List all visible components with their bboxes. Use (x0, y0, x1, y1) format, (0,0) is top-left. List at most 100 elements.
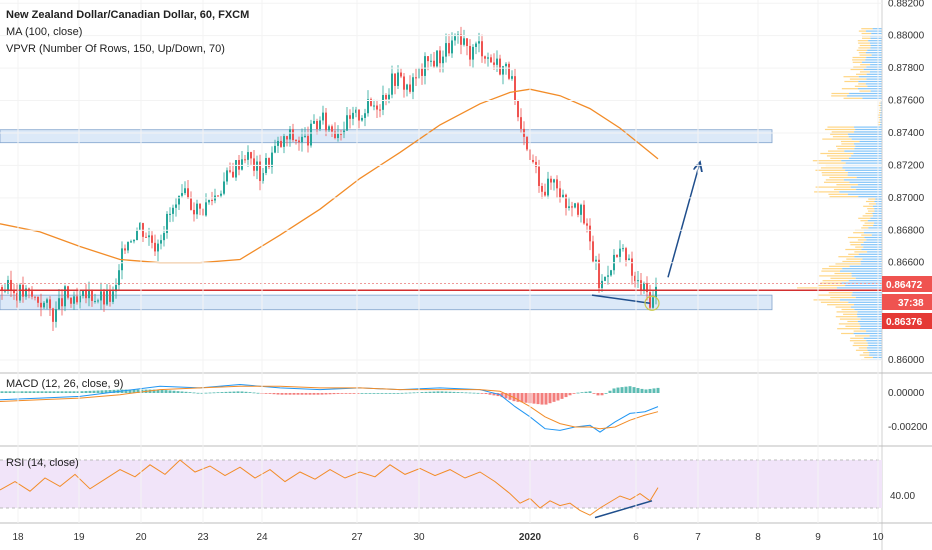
volume-bar-up (845, 169, 882, 171)
macd-histogram-bar (292, 393, 296, 395)
macd-histogram-bar (4, 391, 8, 393)
volume-bar-up (867, 342, 882, 344)
volume-bar-up (850, 306, 882, 308)
candle-body (292, 129, 294, 141)
volume-bar-down (828, 193, 849, 195)
time-tick-label: 20 (135, 532, 147, 543)
macd-histogram-bar (128, 389, 132, 393)
macd-histogram-bar (572, 393, 576, 394)
volume-bar-up (848, 193, 882, 195)
candle-body (544, 191, 546, 196)
candle-body (568, 206, 570, 208)
volume-bar-down (853, 66, 867, 68)
macd-histogram-bar (592, 393, 596, 394)
candle-body (397, 72, 399, 86)
candle-body (325, 112, 327, 131)
volume-bar-up (844, 150, 882, 152)
candle-body (205, 202, 207, 216)
volume-bar-down (878, 112, 881, 114)
macd-histogram-bar (656, 387, 660, 393)
volume-bar-down (867, 208, 875, 210)
price-tick-label: 0.87400 (888, 128, 925, 139)
rsi-legend[interactable]: RSI (14, close) (6, 457, 79, 469)
candle-body (73, 296, 75, 304)
candle-body (166, 213, 168, 233)
volume-bar-down (831, 95, 848, 97)
volume-bar-down (861, 227, 869, 229)
candle-body (277, 140, 279, 146)
volume-bar-down (817, 162, 846, 164)
macd-histogram-bar (360, 393, 364, 394)
macd-histogram-bar (460, 392, 464, 394)
volume-bar-up (858, 253, 882, 255)
macd-histogram-bar (628, 386, 632, 393)
macd-histogram-bar (436, 391, 440, 393)
volume-bar-down (827, 304, 855, 306)
ma-line (0, 88, 659, 264)
low-price-tag (882, 313, 932, 329)
macd-histogram-bar (376, 393, 380, 394)
macd-histogram-bar (240, 391, 244, 393)
macd-histogram-bar (408, 392, 412, 394)
ma-legend[interactable]: MA (100, close) (6, 26, 82, 38)
time-tick-label: 23 (197, 532, 209, 543)
volume-bar-up (858, 88, 882, 90)
macd-histogram-bar (524, 393, 528, 403)
vpvr-legend[interactable]: VPVR (Number Of Rows, 150, Up/Down, 70) (6, 43, 225, 55)
candle-body (388, 94, 390, 100)
countdown-tag-text: 37:38 (898, 298, 924, 309)
volume-bar-up (872, 356, 882, 359)
macd-histogram-bar (104, 390, 108, 393)
volume-bar-down (861, 28, 873, 30)
candle-body (124, 248, 126, 251)
candle-body (172, 207, 174, 214)
candle-body (199, 203, 201, 209)
candle-body (646, 283, 648, 293)
candle-body (649, 292, 651, 308)
candle-body (112, 291, 114, 302)
volume-bar-up (863, 241, 882, 243)
volume-bar-up (862, 97, 882, 99)
macd-histogram-bar (92, 390, 96, 393)
macd-histogram-bar (344, 393, 348, 394)
macd-histogram-bar (348, 393, 352, 394)
volume-bar-up (867, 347, 882, 349)
volume-bar-down (824, 128, 856, 131)
volume-bar-up (839, 299, 882, 301)
candle-body (424, 56, 426, 76)
candle-body (55, 309, 57, 322)
candle-body (148, 235, 150, 238)
volume-bar-down (856, 49, 868, 51)
volume-bar-up (869, 71, 882, 73)
volume-bar-down (858, 30, 867, 32)
candle-body (541, 185, 543, 192)
candle-body (286, 136, 288, 140)
volume-bar-down (847, 236, 865, 239)
volume-bar-up (859, 140, 882, 143)
volume-bar-down (868, 203, 877, 205)
volume-bar-up (853, 152, 882, 155)
volume-bar-down (828, 292, 853, 294)
candle-body (310, 123, 312, 146)
volume-bar-down (878, 104, 881, 107)
volume-bar-up (857, 311, 882, 313)
volume-bar-up (845, 162, 882, 164)
volume-bar-down (833, 188, 857, 191)
volume-bar-down (814, 191, 840, 193)
macd-histogram-bar (352, 393, 356, 394)
price-axis[interactable]: 0.88200 0.88000 0.87800 0.87600 0.87400 0.872… (0, 0, 925, 366)
volume-bar-up (847, 133, 882, 135)
volume-bar-up (854, 126, 882, 128)
price-tick-label: 0.88000 (888, 31, 925, 42)
candle-body (64, 286, 66, 307)
volume-bar-up (842, 268, 882, 270)
price-tick-label: 0.87200 (888, 160, 925, 171)
volume-bar-up (866, 56, 882, 59)
candle-body (244, 159, 246, 161)
candle-body (316, 120, 318, 130)
candle-body (106, 290, 108, 305)
time-axis[interactable]: 18 19 20 23 24 27 30 2020 6 7 8 9 10 (12, 0, 884, 543)
candle-body (508, 63, 510, 79)
macd-legend[interactable]: MACD (12, 26, close, 9) (6, 378, 123, 390)
